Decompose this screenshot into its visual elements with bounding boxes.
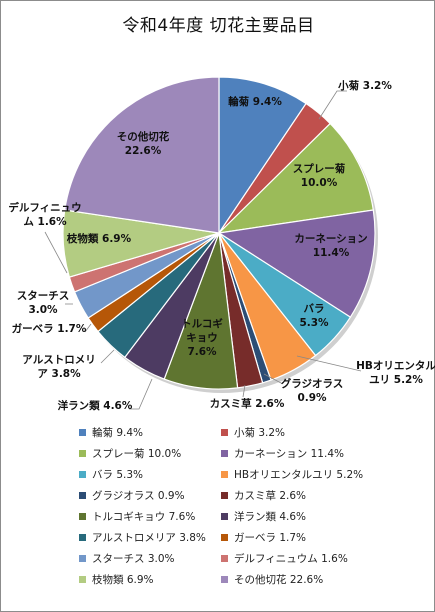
- slice-e8bcaae88f8a[interactable]: [218, 76, 307, 235]
- legend-item: その他切花 22.6%: [221, 572, 323, 586]
- leader-line: [318, 90, 347, 120]
- legend-item: スプレー菊 10.0%: [79, 446, 181, 460]
- legend-item: トルコギキョウ 7.6%: [79, 509, 195, 523]
- chart-title: 令和4年度 切花主要品目: [122, 16, 315, 36]
- leader-line: [296, 355, 362, 372]
- legend-item: 輪菊 9.4%: [79, 425, 143, 439]
- slice-e382abe383bce3838de383bce382b7e383a7e383b3[interactable]: [217, 209, 376, 318]
- legend-label: その他切花 22.6%: [234, 573, 324, 586]
- data-label: 輪菊 9.4%: [228, 95, 282, 108]
- pie-chart: 輪菊 9.4% 小菊 3.2% スプレー菊 10.0% カーネーション 11.4% バラ 5.…: [8, 76, 435, 412]
- legend-swatch: [221, 512, 228, 520]
- legend-swatch: [221, 428, 228, 436]
- legend-label: 小菊 3.2%: [234, 426, 286, 439]
- legend-item: グラジオラス 0.9%: [79, 488, 185, 502]
- legend-label: デルフィニュウム 1.6%: [234, 552, 348, 565]
- leader-line: [44, 231, 68, 274]
- data-label: 洋ラン類 4.6%: [58, 399, 133, 412]
- legend-swatch: [79, 575, 86, 583]
- data-label: アルストロメリア 3.8%: [22, 354, 95, 380]
- data-label: その他切花 22.6%: [117, 130, 170, 157]
- legend-label: アルストロメリア 3.8%: [92, 531, 206, 544]
- legend-label: 枝物類 6.9%: [92, 573, 154, 586]
- leader-line: [263, 373, 282, 384]
- data-label: HBオリエンタルユリ 5.2%: [356, 360, 435, 386]
- slice-e3819de381aee4bb96e58887e88ab1[interactable]: [64, 76, 220, 234]
- legend-item: 洋ラン類 4.6%: [221, 509, 306, 523]
- leader-line: [242, 384, 246, 398]
- legend-swatch: [79, 428, 86, 436]
- slice-e382b9e38397e383ace383bce88f8a[interactable]: [217, 122, 374, 234]
- legend-item: ガーベラ 1.7%: [221, 530, 306, 544]
- legend-label: スプレー菊 10.0%: [92, 447, 182, 460]
- data-label: トルコギキョウ 7.6%: [181, 317, 223, 358]
- legend-swatch: [221, 470, 228, 478]
- data-label: グラジオラス 0.9%: [281, 377, 344, 404]
- data-label: 枝物類 6.9%: [66, 232, 132, 245]
- data-label: カスミ草 2.6%: [210, 397, 285, 410]
- legend-label: 洋ラン類 4.6%: [234, 510, 307, 523]
- leader-line: [100, 349, 115, 364]
- legend-swatch: [221, 491, 228, 499]
- legend-item: デルフィニュウム 1.6%: [221, 551, 348, 565]
- data-label: カーネーション 11.4%: [294, 233, 367, 259]
- leader-line: [84, 323, 92, 333]
- legend-label: 輪菊 9.4%: [92, 426, 144, 439]
- legend-swatch: [79, 554, 86, 562]
- legend-swatch: [221, 575, 228, 583]
- legend-swatch: [79, 512, 86, 520]
- legend-swatch: [221, 449, 228, 457]
- legend-item: スターチス 3.0%: [79, 551, 175, 565]
- legend-label: バラ 5.3%: [92, 468, 144, 481]
- legend-item: アルストロメリア 3.8%: [79, 530, 206, 544]
- legend-swatch: [79, 491, 86, 499]
- legend-label: HBオリエンタルユリ 5.2%: [234, 468, 364, 481]
- legend-label: カスミ草 2.6%: [234, 489, 307, 502]
- legend-swatch: [79, 533, 86, 541]
- legend-item: バラ 5.3%: [79, 467, 143, 481]
- data-label: バラ 5.3%: [299, 303, 329, 329]
- data-label: ガーベラ 1.7%: [12, 322, 87, 335]
- legend-label: ガーベラ 1.7%: [234, 531, 307, 544]
- data-label: スターチス 3.0%: [17, 290, 70, 316]
- legend-label: グラジオラス 0.9%: [92, 489, 185, 502]
- legend-swatch: [79, 470, 86, 478]
- legend-swatch: [221, 554, 228, 562]
- leader-line: [129, 378, 153, 410]
- legend-swatch: [79, 449, 86, 457]
- legend-label: トルコギキョウ 7.6%: [92, 510, 196, 523]
- legend-item: HBオリエンタルユリ 5.2%: [221, 467, 363, 481]
- legend-item: カスミ草 2.6%: [221, 488, 306, 502]
- legend-item: 枝物類 6.9%: [79, 572, 154, 586]
- legend-item: カーネーション 11.4%: [221, 446, 344, 460]
- legend-item: 小菊 3.2%: [221, 425, 285, 439]
- data-label: 小菊 3.2%: [337, 79, 392, 92]
- data-label: スプレー菊 10.0%: [293, 162, 346, 189]
- data-label: デルフィニュウム 1.6%: [8, 201, 81, 228]
- legend-label: スターチス 3.0%: [92, 552, 175, 565]
- legend-swatch: [221, 533, 228, 541]
- legend-label: カーネーション 11.4%: [234, 447, 344, 460]
